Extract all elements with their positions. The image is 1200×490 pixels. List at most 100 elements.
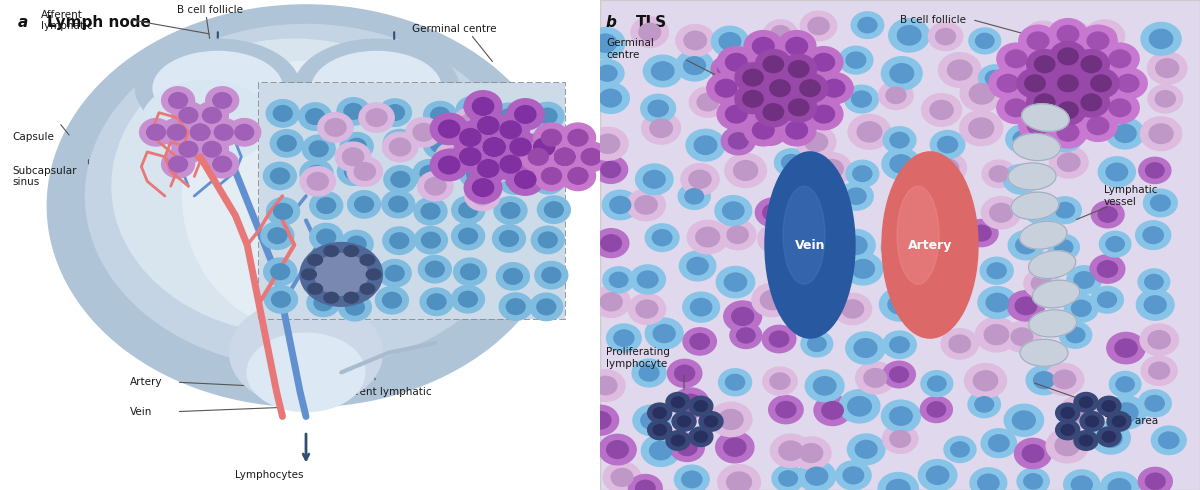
Text: Proliferating
lymphocyte: Proliferating lymphocyte bbox=[606, 347, 670, 368]
Ellipse shape bbox=[502, 131, 540, 163]
Ellipse shape bbox=[776, 401, 796, 418]
Ellipse shape bbox=[1049, 19, 1087, 50]
Ellipse shape bbox=[1141, 23, 1181, 55]
Ellipse shape bbox=[763, 56, 784, 73]
Ellipse shape bbox=[786, 37, 808, 55]
Ellipse shape bbox=[338, 294, 371, 321]
Ellipse shape bbox=[812, 53, 834, 71]
Ellipse shape bbox=[606, 324, 641, 352]
Ellipse shape bbox=[300, 160, 332, 187]
Ellipse shape bbox=[500, 155, 521, 173]
Ellipse shape bbox=[184, 119, 217, 146]
Ellipse shape bbox=[389, 196, 408, 212]
Ellipse shape bbox=[451, 286, 485, 313]
Ellipse shape bbox=[786, 122, 808, 139]
Ellipse shape bbox=[1106, 237, 1124, 251]
Ellipse shape bbox=[1109, 50, 1130, 68]
Text: Germinal
centre: Germinal centre bbox=[606, 38, 654, 60]
Ellipse shape bbox=[1096, 66, 1114, 81]
Ellipse shape bbox=[506, 164, 544, 195]
Ellipse shape bbox=[532, 102, 564, 130]
Ellipse shape bbox=[184, 119, 217, 146]
Ellipse shape bbox=[972, 225, 991, 241]
Ellipse shape bbox=[469, 110, 508, 141]
Ellipse shape bbox=[883, 127, 916, 153]
Ellipse shape bbox=[1046, 121, 1084, 151]
Ellipse shape bbox=[857, 122, 882, 142]
Ellipse shape bbox=[629, 474, 662, 490]
Ellipse shape bbox=[1098, 292, 1116, 307]
Ellipse shape bbox=[1060, 395, 1100, 429]
Ellipse shape bbox=[845, 85, 878, 113]
Ellipse shape bbox=[484, 138, 505, 156]
Ellipse shape bbox=[191, 124, 210, 140]
Ellipse shape bbox=[1021, 85, 1057, 114]
Ellipse shape bbox=[1106, 118, 1144, 149]
Ellipse shape bbox=[808, 17, 829, 35]
Ellipse shape bbox=[1098, 157, 1135, 187]
Ellipse shape bbox=[643, 55, 682, 87]
Ellipse shape bbox=[464, 172, 502, 203]
Ellipse shape bbox=[988, 263, 1007, 278]
Ellipse shape bbox=[778, 115, 816, 146]
Ellipse shape bbox=[1145, 395, 1164, 411]
Ellipse shape bbox=[763, 367, 797, 395]
Ellipse shape bbox=[666, 431, 690, 450]
Ellipse shape bbox=[890, 155, 912, 173]
Ellipse shape bbox=[722, 81, 763, 114]
Ellipse shape bbox=[421, 203, 440, 219]
Ellipse shape bbox=[1144, 189, 1177, 217]
Ellipse shape bbox=[932, 300, 950, 316]
Ellipse shape bbox=[469, 153, 508, 184]
Ellipse shape bbox=[530, 293, 563, 320]
Ellipse shape bbox=[554, 148, 575, 165]
Ellipse shape bbox=[208, 119, 240, 146]
Ellipse shape bbox=[1144, 227, 1163, 244]
Ellipse shape bbox=[898, 186, 940, 284]
FancyBboxPatch shape bbox=[259, 83, 565, 318]
Ellipse shape bbox=[599, 434, 636, 465]
Ellipse shape bbox=[475, 131, 512, 163]
Ellipse shape bbox=[266, 197, 300, 225]
Ellipse shape bbox=[458, 292, 478, 307]
Ellipse shape bbox=[781, 93, 817, 122]
Ellipse shape bbox=[376, 287, 408, 314]
Ellipse shape bbox=[1148, 362, 1170, 379]
Ellipse shape bbox=[674, 365, 695, 382]
Ellipse shape bbox=[196, 101, 228, 129]
Ellipse shape bbox=[541, 129, 562, 146]
Ellipse shape bbox=[844, 253, 883, 285]
Ellipse shape bbox=[814, 377, 836, 395]
Ellipse shape bbox=[976, 33, 994, 49]
Ellipse shape bbox=[1072, 476, 1092, 490]
Ellipse shape bbox=[934, 264, 972, 295]
Ellipse shape bbox=[982, 160, 1015, 188]
Ellipse shape bbox=[648, 403, 672, 423]
Ellipse shape bbox=[978, 287, 1016, 318]
Ellipse shape bbox=[1146, 163, 1164, 178]
Ellipse shape bbox=[730, 322, 762, 348]
Ellipse shape bbox=[762, 74, 798, 103]
Ellipse shape bbox=[990, 203, 1013, 222]
Ellipse shape bbox=[1116, 377, 1134, 392]
Ellipse shape bbox=[936, 28, 955, 45]
Ellipse shape bbox=[547, 142, 582, 172]
Text: Vein: Vein bbox=[130, 407, 152, 416]
Ellipse shape bbox=[970, 83, 995, 104]
Ellipse shape bbox=[888, 295, 912, 314]
Ellipse shape bbox=[172, 101, 205, 129]
Ellipse shape bbox=[1028, 310, 1076, 337]
Ellipse shape bbox=[684, 57, 706, 74]
Ellipse shape bbox=[804, 47, 842, 78]
Ellipse shape bbox=[856, 362, 895, 394]
Ellipse shape bbox=[360, 255, 374, 266]
Ellipse shape bbox=[475, 131, 512, 163]
Ellipse shape bbox=[799, 196, 834, 224]
Ellipse shape bbox=[1010, 171, 1032, 188]
Ellipse shape bbox=[770, 25, 791, 42]
Ellipse shape bbox=[725, 153, 767, 188]
Ellipse shape bbox=[460, 148, 481, 166]
Ellipse shape bbox=[812, 153, 852, 185]
Ellipse shape bbox=[596, 134, 619, 153]
Ellipse shape bbox=[930, 153, 966, 183]
